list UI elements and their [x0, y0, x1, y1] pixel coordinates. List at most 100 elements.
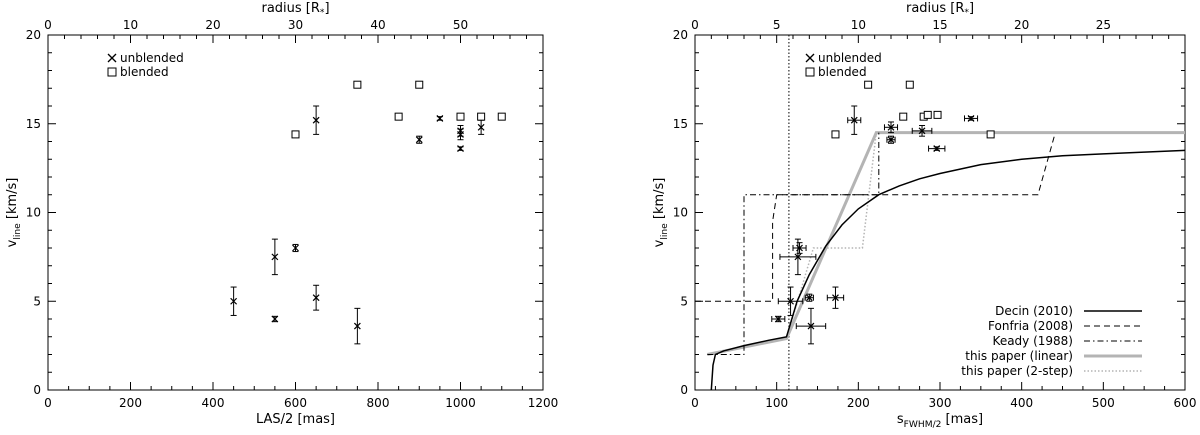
plot-frame: [694, 34, 1186, 391]
legend-square-marker: [107, 67, 117, 77]
blended-point: [905, 80, 914, 89]
x-tick-label: 1000: [445, 396, 476, 410]
legend-x-marker: [805, 53, 815, 63]
x-tick-label: 100: [765, 396, 788, 410]
x-tick-label: 300: [929, 396, 952, 410]
unblended-point: [794, 253, 802, 261]
top-tick-label: 30: [288, 18, 303, 32]
unblended-point: [415, 136, 423, 144]
model-legend-label: this paper (linear): [965, 349, 1073, 363]
blended-point: [899, 112, 908, 121]
model-curve-this-paper-2-step: [707, 131, 1185, 356]
unblended-point: [967, 115, 975, 122]
model-legend: Decin (2010)Fonfria (2008)Keady (1988)th…: [961, 304, 1142, 378]
blended-point: [394, 112, 403, 121]
x-tick-label: 200: [119, 396, 142, 410]
top-tick-label: 20: [205, 18, 220, 32]
unblended-point: [918, 127, 926, 135]
top-tick-label: 10: [123, 18, 138, 32]
top-tick-label: 5: [773, 18, 781, 32]
y-tick-label: 0: [680, 383, 688, 397]
y-tick-label: 10: [26, 206, 41, 220]
blended-point: [291, 130, 300, 139]
blended-point: [933, 110, 942, 119]
unblended-point: [832, 294, 839, 302]
unblended-point: [887, 123, 895, 131]
top-tick-label: 15: [932, 18, 947, 32]
x-axis-label: sFWHM/2 [mas]: [897, 412, 983, 430]
unblended-point: [436, 115, 444, 122]
top-tick-label: 50: [453, 18, 468, 32]
model-curve-decin-2010: [710, 149, 1185, 390]
top-axis-label: radius [R*]: [906, 1, 974, 18]
model-legend-label: Fonfria (2008): [988, 319, 1073, 333]
unblended-point: [774, 315, 782, 323]
blended-point: [923, 110, 932, 119]
unblended-point: [230, 297, 238, 305]
x-tick-label: 200: [847, 396, 870, 410]
legend-label-blended: blended: [818, 65, 867, 79]
model-legend-label: Keady (1988): [993, 334, 1073, 348]
top-tick-label: 25: [1096, 18, 1111, 32]
y-axis-label: vline [km/s]: [5, 178, 23, 248]
legend-label-unblended: unblended: [120, 51, 184, 65]
unblended-point: [292, 244, 299, 252]
unblended-point: [353, 322, 361, 330]
unblended-point: [271, 315, 279, 323]
x-axis-label: LAS/2 [mas]: [256, 412, 335, 427]
unblended-point: [805, 294, 813, 302]
unblended-point: [457, 145, 464, 153]
top-axis-label: radius [R*]: [261, 1, 329, 18]
x-tick-label: 800: [367, 396, 390, 410]
unblended-point: [477, 123, 485, 131]
x-tick-label: 1200: [528, 396, 559, 410]
model-curve-fonfria-2008: [695, 136, 1055, 302]
unblended-point: [850, 116, 858, 124]
model-legend-label: this paper (2-step): [961, 364, 1073, 378]
top-tick-label: 40: [370, 18, 385, 32]
y-tick-label: 20: [26, 28, 41, 42]
blended-point: [497, 112, 506, 121]
blended-point: [986, 130, 995, 139]
blended-point: [831, 130, 840, 139]
legend-label-unblended: unblended: [818, 51, 882, 65]
x-tick-label: 600: [284, 396, 307, 410]
legend-label-blended: blended: [120, 65, 169, 79]
legend-square-marker: [805, 67, 815, 77]
unblended-point: [807, 322, 815, 330]
x-tick-label: 400: [1010, 396, 1033, 410]
y-tick-label: 5: [680, 294, 688, 308]
blended-point: [456, 112, 465, 121]
blended-point: [353, 80, 362, 89]
x-tick-label: 600: [1174, 396, 1197, 410]
x-tick-label: 0: [44, 396, 52, 410]
y-tick-label: 10: [673, 206, 688, 220]
y-tick-label: 15: [26, 117, 41, 131]
model-curve-keady-1988: [707, 132, 880, 355]
unblended-point: [796, 244, 803, 252]
unblended-point: [887, 136, 895, 144]
x-tick-label: 0: [691, 396, 699, 410]
y-tick-label: 0: [33, 383, 41, 397]
unblended-point: [271, 253, 279, 261]
top-tick-label: 0: [44, 18, 52, 32]
y-tick-label: 5: [33, 294, 41, 308]
y-axis-label: vline [km/s]: [652, 178, 670, 248]
blended-point: [864, 80, 873, 89]
unblended-point: [933, 145, 941, 153]
legend-x-marker: [107, 53, 117, 63]
blended-point: [477, 112, 486, 121]
unblended-point: [787, 297, 794, 305]
y-tick-label: 15: [673, 117, 688, 131]
top-tick-label: 0: [691, 18, 699, 32]
unblended-point: [312, 294, 320, 302]
top-tick-label: 20: [1014, 18, 1029, 32]
top-tick-label: 10: [851, 18, 866, 32]
blended-point: [415, 80, 424, 89]
plot-frame: [47, 34, 544, 391]
